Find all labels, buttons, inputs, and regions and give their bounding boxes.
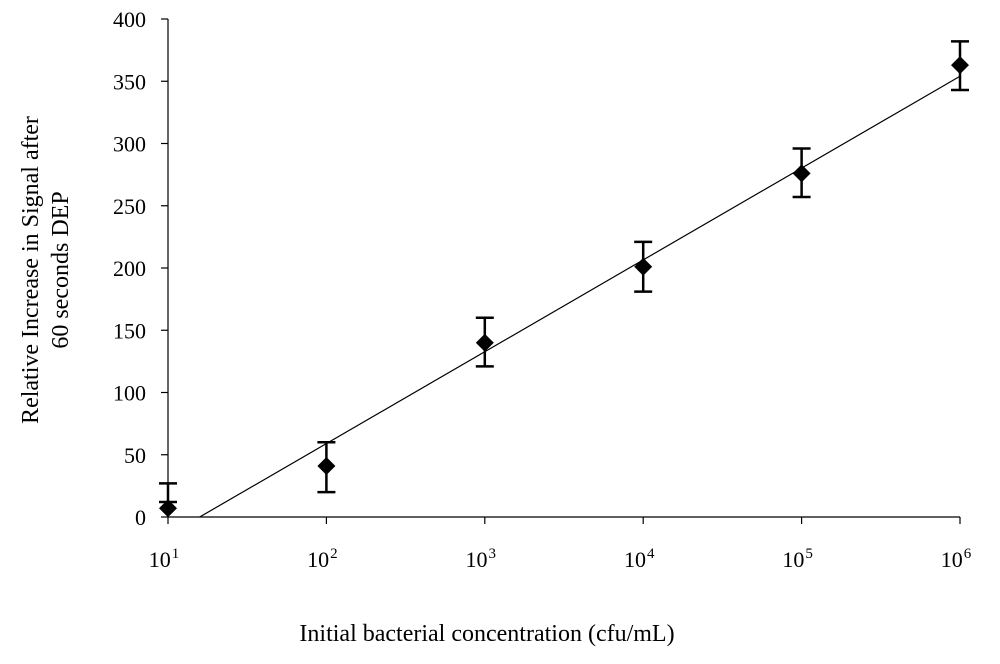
- y-tick-label: 350: [113, 69, 146, 94]
- y-tick-label: 150: [113, 318, 146, 343]
- y-tick-label: 0: [135, 505, 146, 530]
- y-tick-label: 400: [113, 7, 146, 32]
- chart-error-bars: [159, 40, 969, 504]
- y-tick-label: 100: [113, 381, 146, 406]
- x-tick-label: 101: [149, 546, 180, 572]
- x-tick-label: 102: [307, 546, 338, 572]
- data-point-diamond: [317, 456, 336, 475]
- data-point-diamond: [159, 499, 177, 518]
- y-axis-title-line-2: 60 seconds DEP: [48, 191, 74, 348]
- chart-markers: [159, 56, 969, 518]
- x-axis-title: Initial bacterial concentration (cfu/mL): [299, 621, 674, 647]
- y-tick-label: 300: [113, 132, 146, 157]
- x-tick-label: 106: [941, 546, 972, 572]
- y-tick-label: 50: [124, 443, 146, 468]
- x-tick-label: 104: [624, 546, 655, 572]
- x-tick-label: 103: [466, 546, 497, 572]
- data-point-diamond: [634, 257, 653, 276]
- chart-axes: [167, 19, 960, 518]
- trendline: [199, 75, 961, 518]
- chart-ticks: 0 50 100 150 200 250 300 350 400 101 102 103 104 105 1…: [113, 7, 972, 572]
- y-axis-title-line-1: Relative Increase in Signal after: [18, 116, 44, 424]
- x-tick-label: 105: [782, 546, 813, 572]
- data-point-diamond: [951, 56, 969, 75]
- data-point-diamond: [792, 164, 811, 183]
- y-tick-label: 250: [113, 194, 146, 219]
- data-point-diamond: [475, 333, 494, 352]
- y-tick-label: 200: [113, 256, 146, 281]
- chart-trendline-group: [199, 75, 961, 518]
